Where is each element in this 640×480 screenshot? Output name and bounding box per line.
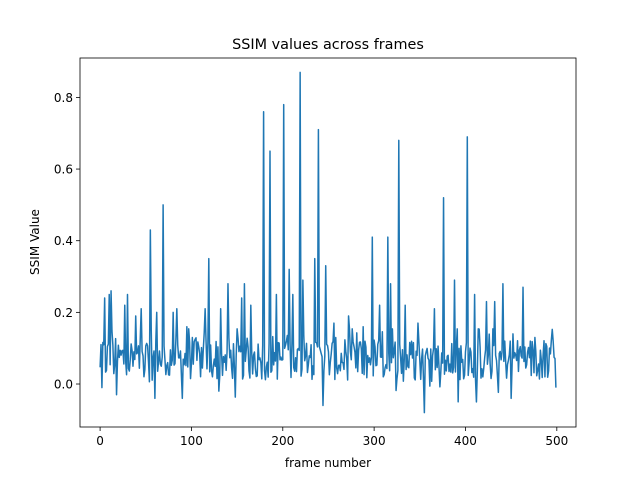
chart-title: SSIM values across frames	[232, 37, 424, 53]
x-tick-label: 500	[545, 434, 568, 448]
x-tick-label: 300	[363, 434, 386, 448]
x-tick-label: 400	[454, 434, 477, 448]
series-line-ssim	[99, 71, 557, 414]
x-tick-label: 200	[271, 434, 294, 448]
x-tick-label: 0	[96, 434, 104, 448]
x-axis-title: frame number	[285, 456, 371, 470]
y-axis: 0.0 0.2 0.4 0.6 0.8	[54, 91, 80, 392]
y-tick-label: 0.4	[54, 234, 73, 248]
y-tick-label: 0.0	[54, 378, 73, 392]
plot-frame	[79, 57, 577, 428]
x-tick-label: 100	[180, 434, 203, 448]
y-tick-label: 0.6	[54, 163, 73, 177]
x-axis: 0 100 200 300 400 500	[96, 427, 568, 448]
series-layer	[99, 71, 557, 414]
y-tick-label: 0.2	[54, 306, 73, 320]
y-tick-label: 0.8	[54, 91, 73, 105]
y-axis-title: SSIM Value	[28, 209, 42, 275]
